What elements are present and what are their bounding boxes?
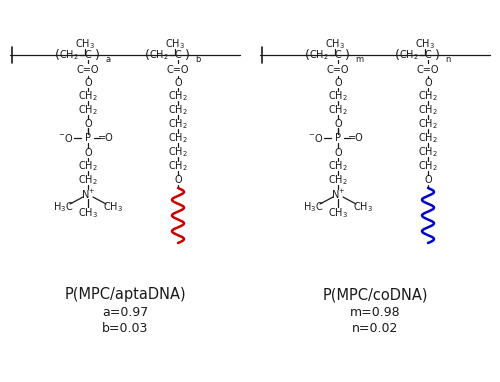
Text: ): ): [434, 49, 440, 62]
Text: P: P: [85, 133, 91, 143]
Text: C=O: C=O: [77, 65, 99, 75]
Text: CH$_2$: CH$_2$: [59, 48, 79, 62]
Text: =O: =O: [348, 133, 364, 143]
Text: O: O: [84, 119, 92, 129]
Text: CH$_2$: CH$_2$: [309, 48, 329, 62]
Text: H$_3$C: H$_3$C: [303, 200, 323, 214]
Text: n=0.02: n=0.02: [352, 322, 398, 335]
Text: a=0.97: a=0.97: [102, 306, 148, 319]
Text: a: a: [105, 55, 110, 63]
Text: CH$_3$: CH$_3$: [75, 37, 95, 51]
Text: O: O: [424, 78, 432, 88]
Text: m=0.98: m=0.98: [350, 306, 401, 319]
Text: CH$_3$: CH$_3$: [325, 37, 345, 51]
Text: O: O: [334, 78, 342, 88]
Text: $^{-}$O: $^{-}$O: [58, 132, 74, 144]
Text: CH$_2$: CH$_2$: [418, 103, 438, 117]
Text: CH$_2$: CH$_2$: [418, 131, 438, 145]
Text: CH$_2$: CH$_2$: [168, 159, 188, 173]
Text: =O: =O: [98, 133, 114, 143]
Text: ): ): [184, 49, 190, 62]
Text: CH$_2$: CH$_2$: [328, 173, 348, 187]
Text: CH$_2$: CH$_2$: [78, 103, 98, 117]
Text: ): ): [344, 49, 350, 62]
Text: P(MPC/coDNA): P(MPC/coDNA): [322, 288, 428, 303]
Text: O: O: [84, 148, 92, 158]
Text: CH$_2$: CH$_2$: [168, 103, 188, 117]
Text: CH$_2$: CH$_2$: [168, 117, 188, 131]
Text: CH$_3$: CH$_3$: [328, 206, 348, 220]
Text: CH$_2$: CH$_2$: [418, 145, 438, 159]
Text: N$^{+}$: N$^{+}$: [81, 188, 95, 201]
Text: (: (: [54, 49, 60, 62]
Text: O: O: [174, 175, 182, 185]
Text: N$^{+}$: N$^{+}$: [331, 188, 345, 201]
Text: (: (: [394, 49, 400, 62]
Text: CH$_3$: CH$_3$: [78, 206, 98, 220]
Text: CH$_2$: CH$_2$: [78, 173, 98, 187]
Text: CH$_3$: CH$_3$: [353, 200, 373, 214]
Text: n: n: [445, 55, 450, 63]
Text: CH$_2$: CH$_2$: [418, 89, 438, 103]
Text: $^{-}$O: $^{-}$O: [308, 132, 324, 144]
Text: ): ): [94, 49, 100, 62]
Text: P: P: [335, 133, 341, 143]
Text: CH$_2$: CH$_2$: [328, 103, 348, 117]
Text: C: C: [334, 50, 342, 60]
Text: CH$_2$: CH$_2$: [399, 48, 419, 62]
Text: CH$_2$: CH$_2$: [78, 159, 98, 173]
Text: CH$_3$: CH$_3$: [165, 37, 185, 51]
Text: (: (: [144, 49, 150, 62]
Text: CH$_2$: CH$_2$: [418, 117, 438, 131]
Text: CH$_2$: CH$_2$: [418, 159, 438, 173]
Text: O: O: [334, 148, 342, 158]
Text: CH$_2$: CH$_2$: [149, 48, 169, 62]
Text: O: O: [334, 119, 342, 129]
Text: C=O: C=O: [327, 65, 349, 75]
Text: C=O: C=O: [167, 65, 189, 75]
Text: O: O: [84, 78, 92, 88]
Text: H$_3$C: H$_3$C: [53, 200, 73, 214]
Text: CH$_3$: CH$_3$: [103, 200, 123, 214]
Text: CH$_2$: CH$_2$: [168, 131, 188, 145]
Text: m: m: [355, 55, 363, 63]
Text: b=0.03: b=0.03: [102, 322, 148, 335]
Text: (: (: [304, 49, 310, 62]
Text: C: C: [84, 50, 91, 60]
Text: CH$_2$: CH$_2$: [328, 89, 348, 103]
Text: CH$_3$: CH$_3$: [415, 37, 435, 51]
Text: CH$_2$: CH$_2$: [168, 145, 188, 159]
Text: CH$_2$: CH$_2$: [168, 89, 188, 103]
Text: O: O: [174, 78, 182, 88]
Text: P(MPC/aptaDNA): P(MPC/aptaDNA): [64, 288, 186, 303]
Text: C=O: C=O: [417, 65, 440, 75]
Text: b: b: [195, 55, 200, 63]
Text: O: O: [424, 175, 432, 185]
Text: C: C: [424, 50, 432, 60]
Text: CH$_2$: CH$_2$: [78, 89, 98, 103]
Text: C: C: [174, 50, 182, 60]
Text: CH$_2$: CH$_2$: [328, 159, 348, 173]
